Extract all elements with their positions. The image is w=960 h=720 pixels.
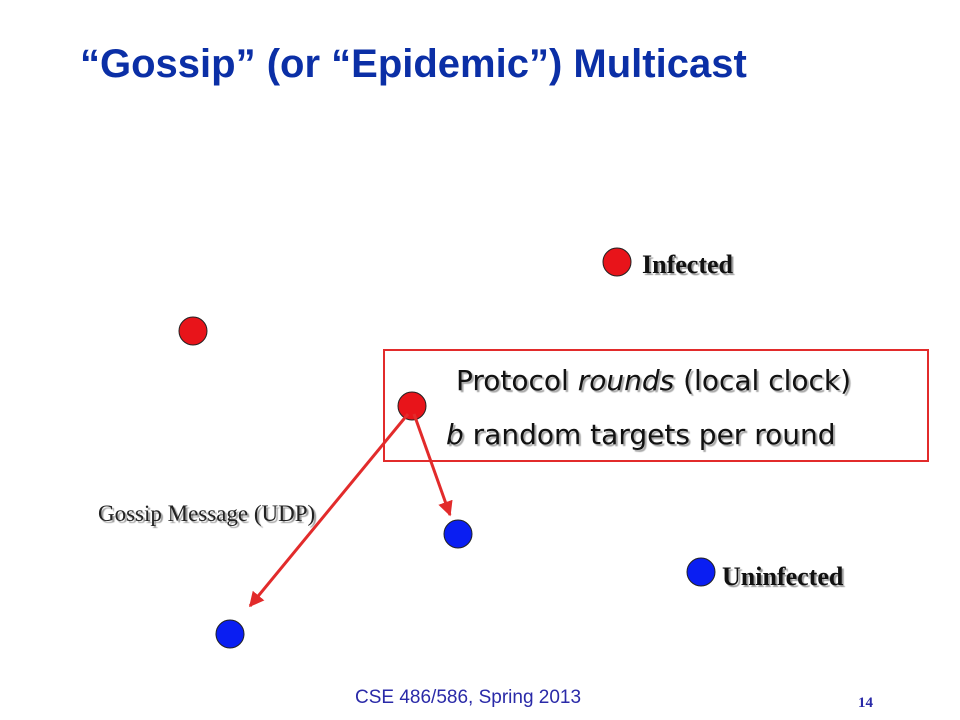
protocol-rounds-text: Protocol rounds (local clock) bbox=[456, 367, 851, 395]
infected-sender-node bbox=[397, 391, 427, 421]
protocol-rounds-post: (local clock) bbox=[674, 364, 852, 397]
protocol-box bbox=[383, 349, 929, 462]
uninfected-node bbox=[443, 519, 473, 549]
uninfected-node bbox=[215, 619, 245, 649]
targets-b-emphasis: b bbox=[446, 418, 464, 451]
infected-node bbox=[178, 316, 208, 346]
infected-label: Infected bbox=[642, 250, 733, 279]
slide-footer: CSE 486/586, Spring 2013 bbox=[355, 687, 582, 708]
page-number: 14 bbox=[858, 695, 873, 711]
random-targets-text: b random targets per round bbox=[446, 421, 836, 449]
gossip-arrow bbox=[248, 413, 410, 608]
legend-infected-node bbox=[602, 247, 632, 277]
uninfected-label: Uninfected bbox=[722, 562, 844, 591]
protocol-rounds-pre: Protocol bbox=[456, 364, 578, 397]
slide-title: “Gossip” (or “Epidemic”) Multicast bbox=[80, 42, 747, 86]
gossip-arrow bbox=[412, 413, 453, 517]
protocol-rounds-emphasis: rounds bbox=[577, 364, 675, 397]
gossip-message-label: Gossip Message (UDP) bbox=[98, 501, 316, 526]
legend-uninfected-node bbox=[686, 557, 716, 587]
targets-text: random targets per round bbox=[463, 418, 836, 451]
